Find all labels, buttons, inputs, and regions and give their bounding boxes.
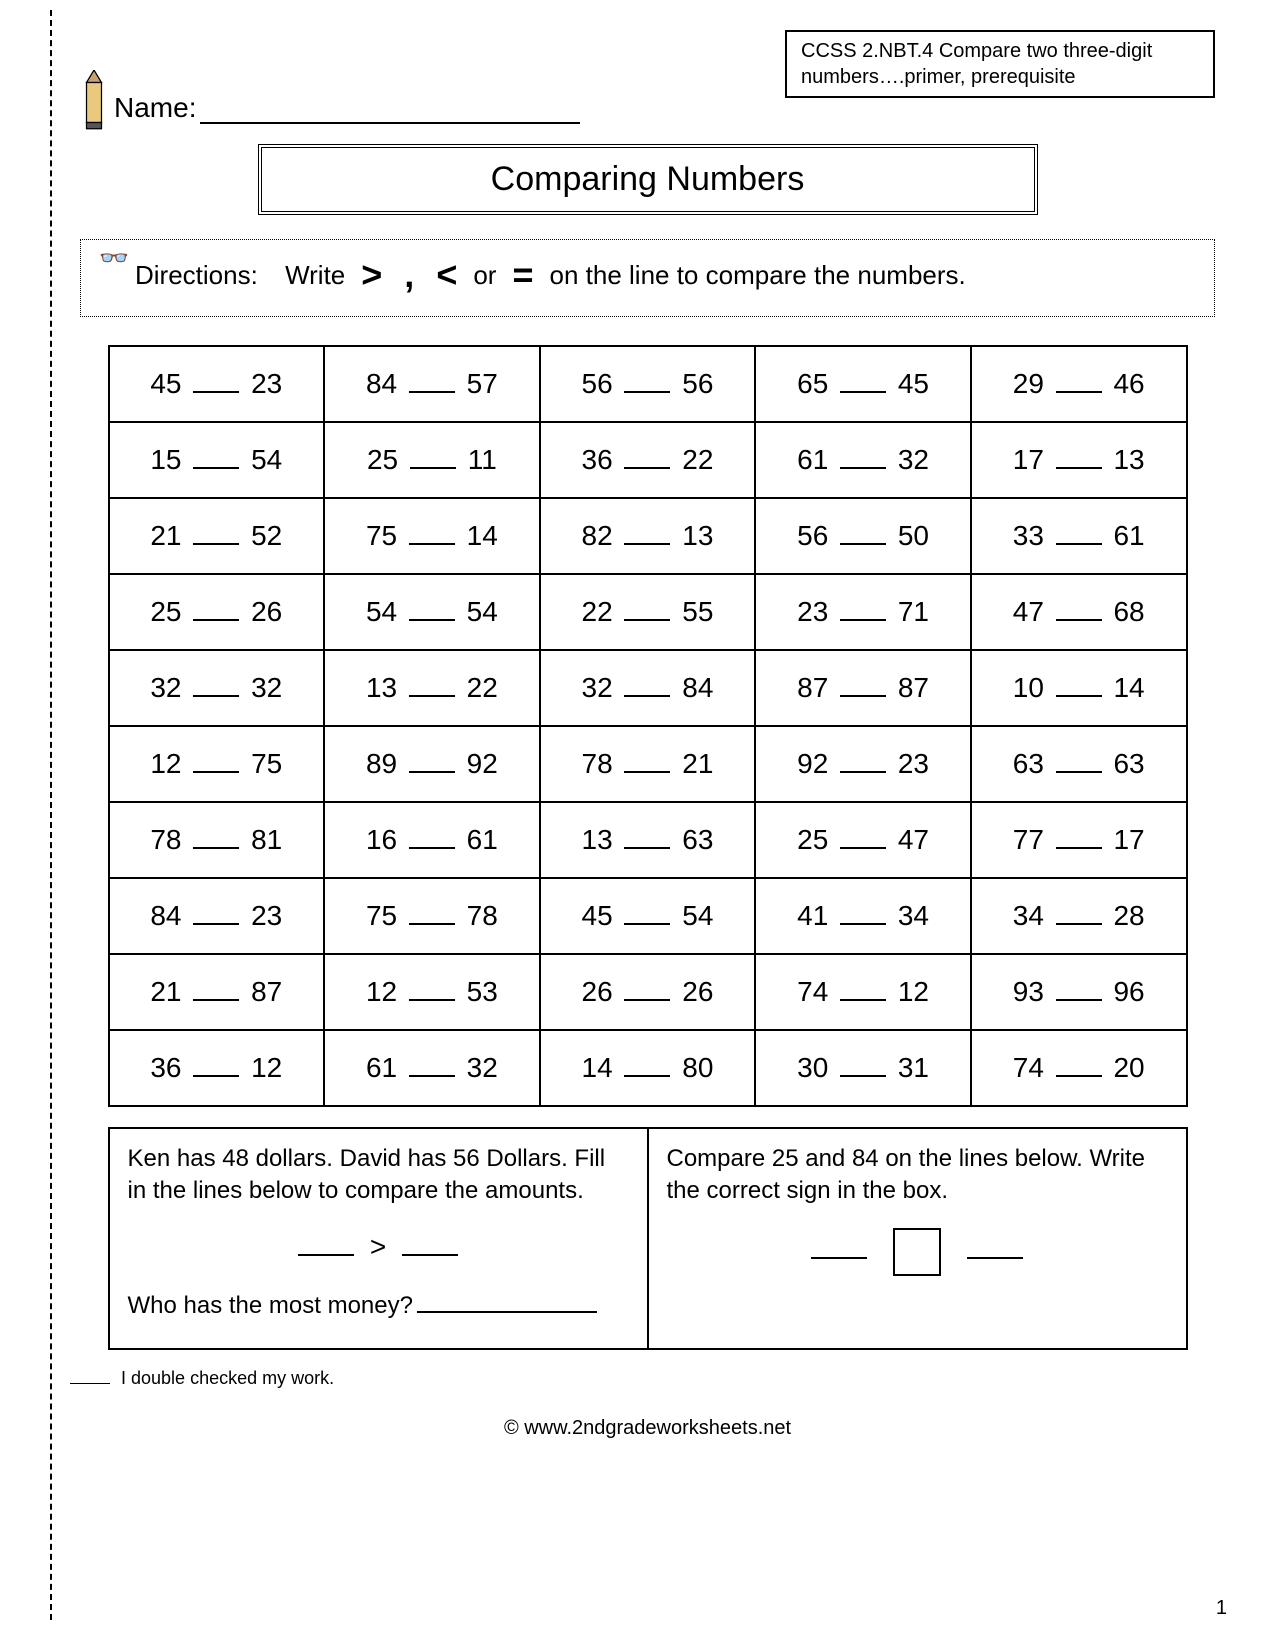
- pencil-icon: [80, 70, 108, 130]
- problem-cell[interactable]: 75 14: [324, 498, 540, 574]
- problems-table: 45 2384 5756 5665 4529 4615 5425 1136 22…: [108, 345, 1188, 1107]
- problem-cell[interactable]: 36 22: [540, 422, 756, 498]
- table-row: 32 3213 2232 8487 8710 14: [109, 650, 1187, 726]
- wp-left-symbol: >: [370, 1231, 386, 1262]
- eq-symbol: =: [512, 254, 533, 296]
- problem-cell[interactable]: 61 32: [755, 422, 971, 498]
- problem-cell[interactable]: 26 26: [540, 954, 756, 1030]
- problem-cell[interactable]: 77 17: [971, 802, 1187, 878]
- table-row: 21 8712 5326 2674 1293 96: [109, 954, 1187, 1030]
- directions: 👓 Directions: Write > , < or = on the li…: [80, 239, 1215, 317]
- table-row: 84 2375 7845 5441 3434 28: [109, 878, 1187, 954]
- directions-or: or: [473, 260, 496, 291]
- problem-cell[interactable]: 89 92: [324, 726, 540, 802]
- problem-cell[interactable]: 45 54: [540, 878, 756, 954]
- problem-cell[interactable]: 61 32: [324, 1030, 540, 1106]
- page-number: 1: [1216, 1597, 1227, 1620]
- problem-cell[interactable]: 75 78: [324, 878, 540, 954]
- problem-cell[interactable]: 82 13: [540, 498, 756, 574]
- word-problem-right: Compare 25 and 84 on the lines below. Wr…: [649, 1129, 1186, 1348]
- self-check-text: I double checked my work.: [121, 1368, 334, 1388]
- table-row: 78 8116 6113 6325 4777 17: [109, 802, 1187, 878]
- margin-dashed-line: [50, 10, 52, 1620]
- wp-right-text: Compare 25 and 84 on the lines below. Wr…: [667, 1143, 1168, 1208]
- problem-cell[interactable]: 47 68: [971, 574, 1187, 650]
- self-check: I double checked my work.: [70, 1368, 1215, 1389]
- wp-left-question: Who has the most money?: [128, 1290, 629, 1322]
- name-input-line[interactable]: [200, 93, 580, 124]
- problem-cell[interactable]: 17 13: [971, 422, 1187, 498]
- problem-cell[interactable]: 25 26: [109, 574, 325, 650]
- problem-cell[interactable]: 33 61: [971, 498, 1187, 574]
- problem-cell[interactable]: 36 12: [109, 1030, 325, 1106]
- lt-symbol: <: [436, 254, 457, 296]
- worksheet-title: Comparing Numbers: [258, 144, 1038, 215]
- problem-cell[interactable]: 74 20: [971, 1030, 1187, 1106]
- wp-left-answer-line[interactable]: [417, 1291, 597, 1313]
- gt-symbol: >: [361, 254, 382, 296]
- wp-left-text: Ken has 48 dollars. David has 56 Dollars…: [128, 1143, 629, 1208]
- standard-box: CCSS 2.NBT.4 Compare two three-digit num…: [785, 30, 1215, 98]
- table-row: 36 1261 3214 8030 3174 20: [109, 1030, 1187, 1106]
- glasses-icon: 👓: [99, 244, 129, 273]
- problem-cell[interactable]: 16 61: [324, 802, 540, 878]
- problem-cell[interactable]: 65 45: [755, 346, 971, 422]
- problem-cell[interactable]: 41 34: [755, 878, 971, 954]
- wp-right-compare[interactable]: [667, 1228, 1168, 1276]
- problem-cell[interactable]: 45 23: [109, 346, 325, 422]
- problem-cell[interactable]: 12 75: [109, 726, 325, 802]
- problem-cell[interactable]: 87 87: [755, 650, 971, 726]
- problem-cell[interactable]: 93 96: [971, 954, 1187, 1030]
- problem-cell[interactable]: 32 84: [540, 650, 756, 726]
- problem-cell[interactable]: 74 12: [755, 954, 971, 1030]
- word-problem-left: Ken has 48 dollars. David has 56 Dollars…: [110, 1129, 649, 1348]
- problem-cell[interactable]: 12 53: [324, 954, 540, 1030]
- problem-cell[interactable]: 13 22: [324, 650, 540, 726]
- problem-cell[interactable]: 84 57: [324, 346, 540, 422]
- directions-label: Directions:: [135, 260, 258, 291]
- problem-cell[interactable]: 29 46: [971, 346, 1187, 422]
- directions-write: Write: [285, 260, 345, 291]
- table-row: 45 2384 5756 5665 4529 46: [109, 346, 1187, 422]
- problem-cell[interactable]: 56 56: [540, 346, 756, 422]
- problem-cell[interactable]: 56 50: [755, 498, 971, 574]
- name-label: Name:: [114, 92, 196, 124]
- problem-cell[interactable]: 78 21: [540, 726, 756, 802]
- problem-cell[interactable]: 23 71: [755, 574, 971, 650]
- table-row: 25 2654 5422 5523 7147 68: [109, 574, 1187, 650]
- header: Name: CCSS 2.NBT.4 Compare two three-dig…: [80, 30, 1215, 124]
- self-check-line[interactable]: [70, 1368, 110, 1384]
- problem-cell[interactable]: 78 81: [109, 802, 325, 878]
- table-row: 15 5425 1136 2261 3217 13: [109, 422, 1187, 498]
- problem-cell[interactable]: 14 80: [540, 1030, 756, 1106]
- wp-left-compare[interactable]: >: [128, 1228, 629, 1266]
- problem-cell[interactable]: 22 55: [540, 574, 756, 650]
- word-problems: Ken has 48 dollars. David has 56 Dollars…: [108, 1127, 1188, 1350]
- comma-symbol: ,: [404, 254, 414, 296]
- footer-copyright: © www.2ndgradeworksheets.net: [80, 1417, 1215, 1440]
- name-field: Name:: [80, 70, 580, 124]
- problem-cell[interactable]: 32 32: [109, 650, 325, 726]
- table-row: 21 5275 1482 1356 5033 61: [109, 498, 1187, 574]
- table-row: 12 7589 9278 2192 2363 63: [109, 726, 1187, 802]
- wp-right-answer-box[interactable]: [893, 1228, 941, 1276]
- problem-cell[interactable]: 92 23: [755, 726, 971, 802]
- problem-cell[interactable]: 21 52: [109, 498, 325, 574]
- problem-cell[interactable]: 34 28: [971, 878, 1187, 954]
- directions-rest: on the line to compare the numbers.: [550, 260, 966, 291]
- problem-cell[interactable]: 25 47: [755, 802, 971, 878]
- problem-cell[interactable]: 63 63: [971, 726, 1187, 802]
- problem-cell[interactable]: 30 31: [755, 1030, 971, 1106]
- problem-cell[interactable]: 15 54: [109, 422, 325, 498]
- problem-cell[interactable]: 84 23: [109, 878, 325, 954]
- problem-cell[interactable]: 10 14: [971, 650, 1187, 726]
- problem-cell[interactable]: 25 11: [324, 422, 540, 498]
- problem-cell[interactable]: 21 87: [109, 954, 325, 1030]
- problem-cell[interactable]: 13 63: [540, 802, 756, 878]
- problem-cell[interactable]: 54 54: [324, 574, 540, 650]
